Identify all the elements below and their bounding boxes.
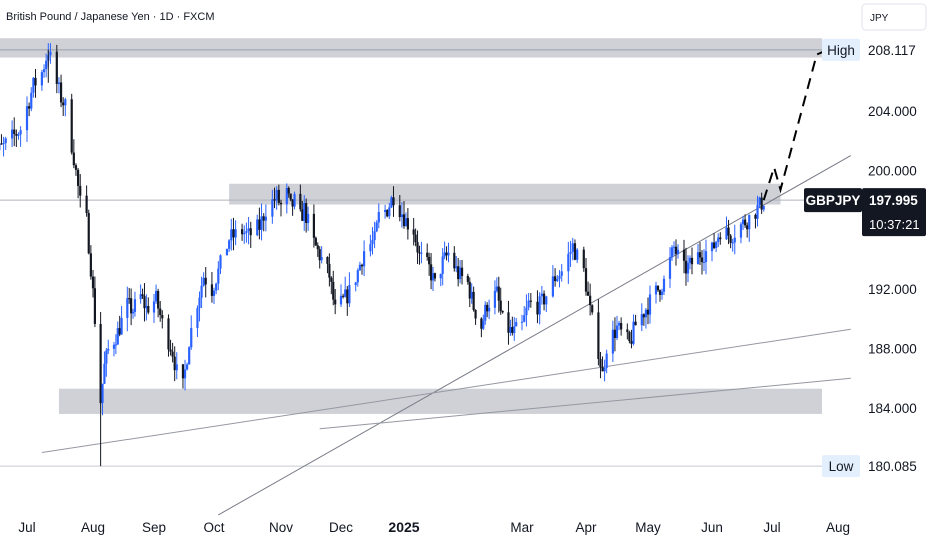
time-tick-label: Nov <box>269 520 293 535</box>
low-price-label: 180.085 <box>868 459 917 474</box>
time-tick-label: Aug <box>826 520 850 535</box>
resistance-mid-zone[interactable] <box>229 184 780 205</box>
time-tick-label: Jul <box>18 520 35 535</box>
candle[interactable] <box>88 210 90 255</box>
candle[interactable] <box>188 346 190 364</box>
time-tick-label: 2025 <box>388 519 419 535</box>
price-tick-label: 184.000 <box>868 401 917 416</box>
low-marker-label: Low <box>829 459 854 474</box>
candle[interactable] <box>386 209 388 217</box>
time-tick-label: Oct <box>203 520 224 535</box>
last-price-label: 197.995 <box>869 193 918 208</box>
time-tick-label: Sep <box>142 520 166 535</box>
candle[interactable] <box>315 236 317 246</box>
candle[interactable] <box>226 249 228 256</box>
chart-title: British Pound / Japanese Yen · 1D · FXCM <box>6 11 215 23</box>
time-tick-label: Jul <box>763 520 780 535</box>
candle[interactable] <box>583 247 585 272</box>
candle[interactable] <box>100 312 102 405</box>
high-price-label: 208.117 <box>868 43 916 58</box>
candle[interactable] <box>71 94 73 155</box>
symbol-badge-label: GBPJPY <box>806 193 861 208</box>
time-tick-label: May <box>635 520 661 535</box>
time-tick-label: Mar <box>510 520 534 535</box>
time-tick-label: Aug <box>81 520 105 535</box>
price-tick-label: 188.000 <box>868 342 917 357</box>
resistance-top-zone[interactable] <box>0 38 822 57</box>
price-tick-label: 200.000 <box>868 163 917 178</box>
bar-countdown-label: 10:37:21 <box>869 217 920 232</box>
price-tick-label: 192.000 <box>868 282 917 297</box>
time-tick-label: Jun <box>701 520 723 535</box>
time-tick-label: Apr <box>575 520 597 535</box>
currency-label: JPY <box>870 13 889 24</box>
price-tick-label: 204.000 <box>868 104 917 119</box>
time-tick-label: Dec <box>329 520 353 535</box>
high-marker-label: High <box>827 43 855 58</box>
candle[interactable] <box>390 196 392 208</box>
support-zone[interactable] <box>59 389 822 414</box>
